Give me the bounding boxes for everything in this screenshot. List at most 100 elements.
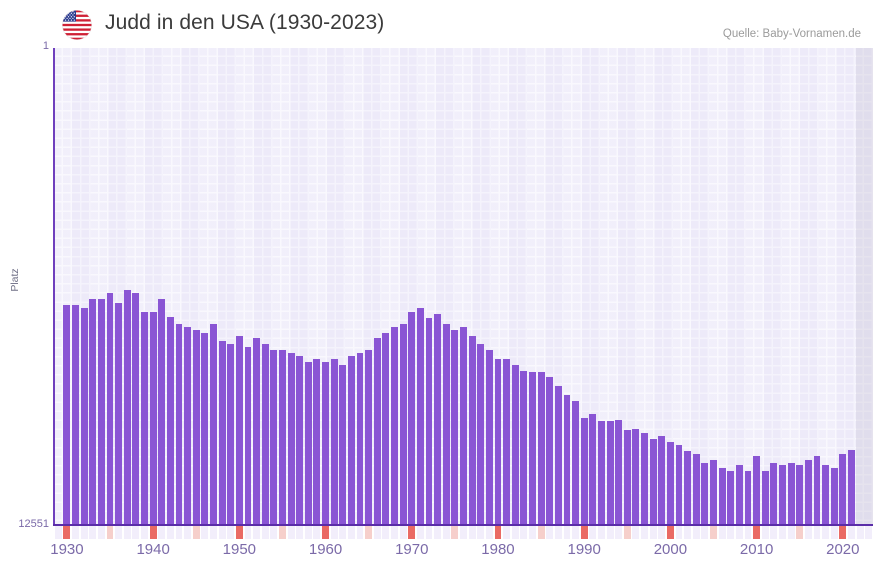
bar[interactable] xyxy=(649,439,657,525)
bar[interactable] xyxy=(546,377,554,525)
bar[interactable] xyxy=(158,299,166,525)
bar[interactable] xyxy=(416,308,424,525)
bar[interactable] xyxy=(787,463,795,525)
bar[interactable] xyxy=(710,460,717,525)
bar[interactable] xyxy=(287,353,295,525)
bar[interactable] xyxy=(106,293,114,525)
tick-marker-decade xyxy=(753,526,761,539)
bar[interactable] xyxy=(529,372,536,525)
bar[interactable] xyxy=(244,347,252,525)
bar[interactable] xyxy=(641,433,648,525)
bar[interactable] xyxy=(615,420,623,525)
bar[interactable] xyxy=(735,465,743,525)
bar[interactable] xyxy=(580,418,588,525)
tick-marker-decade xyxy=(666,526,674,539)
bar[interactable] xyxy=(296,356,304,525)
bar[interactable] xyxy=(201,333,209,525)
bar[interactable] xyxy=(210,324,217,525)
bar[interactable] xyxy=(675,445,683,525)
bar[interactable] xyxy=(184,327,192,525)
bar[interactable] xyxy=(839,454,847,525)
bar[interactable] xyxy=(192,330,200,525)
bar[interactable] xyxy=(115,303,123,525)
bar[interactable] xyxy=(494,359,502,525)
bar[interactable] xyxy=(658,436,666,525)
bar[interactable] xyxy=(554,386,562,525)
bar[interactable] xyxy=(72,305,79,525)
bar[interactable] xyxy=(503,359,511,525)
bar[interactable] xyxy=(822,465,830,525)
tick-marker xyxy=(425,526,433,539)
bar[interactable] xyxy=(123,290,131,525)
bar[interactable] xyxy=(235,336,243,525)
bar[interactable] xyxy=(347,356,355,525)
bar[interactable] xyxy=(692,454,700,525)
tick-marker xyxy=(649,526,657,539)
bar[interactable] xyxy=(537,372,545,525)
bar[interactable] xyxy=(330,359,338,525)
bar[interactable] xyxy=(175,324,183,525)
bar[interactable] xyxy=(261,344,269,525)
bar[interactable] xyxy=(313,359,321,525)
bar[interactable] xyxy=(761,471,769,525)
bar[interactable] xyxy=(830,468,838,525)
bar[interactable] xyxy=(442,324,450,525)
bar[interactable] xyxy=(796,465,804,525)
bar[interactable] xyxy=(304,362,312,525)
bar[interactable] xyxy=(373,338,381,525)
bar[interactable] xyxy=(572,401,580,525)
bar[interactable] xyxy=(779,465,786,525)
bar[interactable] xyxy=(813,456,821,525)
bar[interactable] xyxy=(80,308,88,525)
bar[interactable] xyxy=(632,429,640,525)
bar[interactable] xyxy=(684,451,692,525)
bar[interactable] xyxy=(218,341,226,525)
bar[interactable] xyxy=(563,395,571,525)
bar[interactable] xyxy=(339,365,347,525)
bar[interactable] xyxy=(391,327,398,525)
bar[interactable] xyxy=(460,327,467,525)
bar[interactable] xyxy=(718,468,726,525)
bar[interactable] xyxy=(477,344,485,525)
tick-marker-half-decade xyxy=(279,526,286,539)
bar[interactable] xyxy=(149,312,157,525)
bar[interactable] xyxy=(141,312,148,525)
bar[interactable] xyxy=(770,463,778,525)
bar[interactable] xyxy=(744,471,752,525)
bar[interactable] xyxy=(132,293,140,525)
bar[interactable] xyxy=(322,362,329,525)
bar[interactable] xyxy=(804,460,812,525)
bar[interactable] xyxy=(434,314,442,525)
bar[interactable] xyxy=(485,350,493,525)
bar[interactable] xyxy=(166,317,174,525)
bar[interactable] xyxy=(253,338,261,525)
bar[interactable] xyxy=(97,299,105,525)
bar[interactable] xyxy=(399,324,407,525)
bar[interactable] xyxy=(279,350,286,525)
bar[interactable] xyxy=(382,333,390,525)
bar[interactable] xyxy=(356,353,364,525)
bar[interactable] xyxy=(227,344,235,525)
bar[interactable] xyxy=(63,305,71,525)
bar[interactable] xyxy=(753,456,761,525)
bar[interactable] xyxy=(365,350,373,525)
bar[interactable] xyxy=(408,312,416,525)
bar[interactable] xyxy=(727,471,735,525)
bar[interactable] xyxy=(606,421,614,525)
bar[interactable] xyxy=(666,442,674,525)
bar[interactable] xyxy=(520,371,528,525)
tick-marker xyxy=(391,526,398,539)
bar[interactable] xyxy=(589,414,597,525)
bar[interactable] xyxy=(511,365,519,525)
bar[interactable] xyxy=(89,299,97,525)
bar[interactable] xyxy=(451,330,459,525)
bar[interactable] xyxy=(597,421,605,525)
tick-marker-half-decade xyxy=(451,526,459,539)
bar[interactable] xyxy=(623,430,631,525)
bar[interactable] xyxy=(701,463,709,525)
bar[interactable] xyxy=(847,450,855,525)
bar[interactable] xyxy=(270,350,278,525)
bar[interactable] xyxy=(468,336,476,525)
bar[interactable] xyxy=(425,318,433,525)
